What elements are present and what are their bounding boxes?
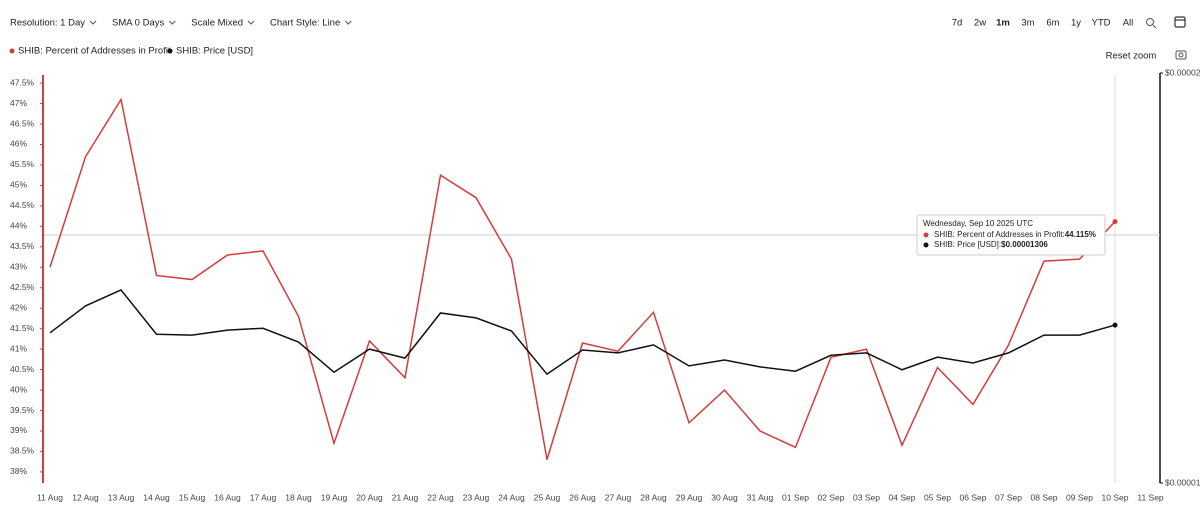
range-button[interactable]: 6m: [1046, 18, 1059, 29]
legend-label[interactable]: SHIB: Price [USD]: [176, 46, 253, 57]
tooltip-name: SHIB: Percent of Addresses in Profit:: [934, 230, 1065, 239]
range-button[interactable]: YTD: [1092, 18, 1111, 29]
x-tick-label: 13 Aug: [108, 492, 135, 502]
toolbar-dropdown[interactable]: SMA 0 Days: [112, 18, 165, 29]
y-tick-label: 46.5%: [10, 118, 35, 128]
camera-icon[interactable]: [1175, 50, 1187, 60]
x-tick-label: 12 Aug: [72, 492, 99, 502]
y-tick-label: 47%: [10, 98, 27, 108]
x-tick-label: 29 Aug: [676, 492, 703, 502]
x-tick-label: 23 Aug: [463, 492, 490, 502]
calendar-icon[interactable]: [1174, 16, 1186, 28]
tooltip-name: SHIB: Price [USD]:: [934, 240, 1001, 249]
x-tick-label: 14 Aug: [143, 492, 170, 502]
toolbar-dropdown[interactable]: Resolution: 1 Day: [10, 18, 85, 29]
tooltip-marker: [923, 232, 929, 238]
chevron: [168, 20, 176, 25]
y2-tick-label: $0.00001: [1165, 477, 1200, 487]
chevron: [89, 20, 97, 25]
y-tick-label: 44.5%: [10, 200, 35, 210]
tooltip: [916, 214, 1106, 256]
y-tick-label: 46%: [10, 139, 27, 149]
x-tick-label: 11 Sep: [1137, 492, 1164, 502]
range-button[interactable]: 2w: [974, 18, 986, 29]
tooltip-value: 44.115%: [1065, 230, 1096, 239]
range-button[interactable]: All: [1123, 18, 1134, 29]
tooltip-marker: [923, 242, 929, 248]
x-tick-label: 08 Sep: [1031, 492, 1058, 502]
x-tick-label: 24 Aug: [498, 492, 525, 502]
x-tick-label: 02 Sep: [818, 492, 845, 502]
y2-tick-label: $0.00002: [1165, 67, 1200, 77]
x-tick-label: 19 Aug: [321, 492, 348, 502]
x-tick-label: 15 Aug: [179, 492, 206, 502]
y-tick-label: 40%: [10, 384, 27, 394]
reset-zoom-button[interactable]: Reset zoom: [1106, 51, 1157, 62]
range-button[interactable]: 1m: [996, 18, 1010, 29]
range-button[interactable]: 7d: [952, 18, 963, 29]
hover-point: [1112, 219, 1118, 225]
x-tick-label: 30 Aug: [711, 492, 738, 502]
x-tick-label: 28 Aug: [640, 492, 667, 502]
legend-marker: [167, 48, 173, 54]
y-tick-label: 40.5%: [10, 364, 35, 374]
x-tick-label: 26 Aug: [569, 492, 596, 502]
x-tick-label: 10 Sep: [1102, 492, 1129, 502]
x-tick-label: 17 Aug: [250, 492, 277, 502]
y-tick-label: 41.5%: [10, 323, 35, 333]
x-tick-label: 11 Aug: [37, 492, 63, 502]
x-tick-label: 22 Aug: [427, 492, 454, 502]
x-tick-label: 27 Aug: [605, 492, 632, 502]
chevron: [344, 20, 352, 25]
legend-label[interactable]: SHIB: Percent of Addresses in Profit: [18, 46, 171, 57]
y-tick-label: 43.5%: [10, 241, 35, 251]
y-tick-label: 39.5%: [10, 405, 35, 415]
x-tick-label: 06 Sep: [960, 492, 987, 502]
y-tick-label: 41%: [10, 343, 27, 353]
tooltip-title: Wednesday, Sep 10 2025 UTC: [923, 219, 1033, 228]
y-tick-label: 45.5%: [10, 159, 35, 169]
zoom-icon-handle: [1152, 24, 1157, 29]
zoom-icon[interactable]: [1146, 18, 1154, 26]
series-line: [49, 97, 1116, 460]
y-tick-label: 43%: [10, 262, 27, 272]
legend-marker: [9, 48, 15, 54]
x-tick-label: 31 Aug: [747, 492, 774, 502]
x-tick-label: 20 Aug: [356, 492, 383, 502]
x-tick-label: 07 Sep: [995, 492, 1022, 502]
y-tick-label: 42.5%: [10, 282, 35, 292]
chevron: [247, 20, 255, 25]
camera-lens: [1178, 52, 1184, 58]
x-tick-label: 09 Sep: [1066, 492, 1093, 502]
y-tick-label: 38%: [10, 466, 27, 476]
toolbar-dropdown[interactable]: Chart Style: Line: [270, 18, 340, 29]
x-tick-label: 16 Aug: [214, 492, 241, 502]
toolbar-dropdown[interactable]: Scale Mixed: [191, 18, 243, 29]
x-tick-label: 04 Sep: [889, 492, 916, 502]
x-tick-label: 05 Sep: [924, 492, 951, 502]
y-tick-label: 44%: [10, 221, 27, 231]
tooltip-value: $0.00001306: [1001, 240, 1048, 249]
y-tick-label: 45%: [10, 180, 27, 190]
y-tick-label: 42%: [10, 302, 27, 312]
y-tick-label: 38.5%: [10, 446, 35, 456]
x-tick-label: 01 Sep: [782, 492, 809, 502]
series-line: [49, 288, 1116, 376]
y-tick-label: 47.5%: [10, 77, 35, 87]
range-button[interactable]: 3m: [1021, 18, 1034, 29]
x-tick-label: 25 Aug: [534, 492, 561, 502]
range-button[interactable]: 1y: [1071, 18, 1081, 29]
y-tick-label: 39%: [10, 425, 27, 435]
x-tick-label: 18 Aug: [285, 492, 312, 502]
x-tick-label: 03 Sep: [853, 492, 880, 502]
x-tick-label: 21 Aug: [392, 492, 419, 502]
hover-point: [1112, 322, 1118, 328]
